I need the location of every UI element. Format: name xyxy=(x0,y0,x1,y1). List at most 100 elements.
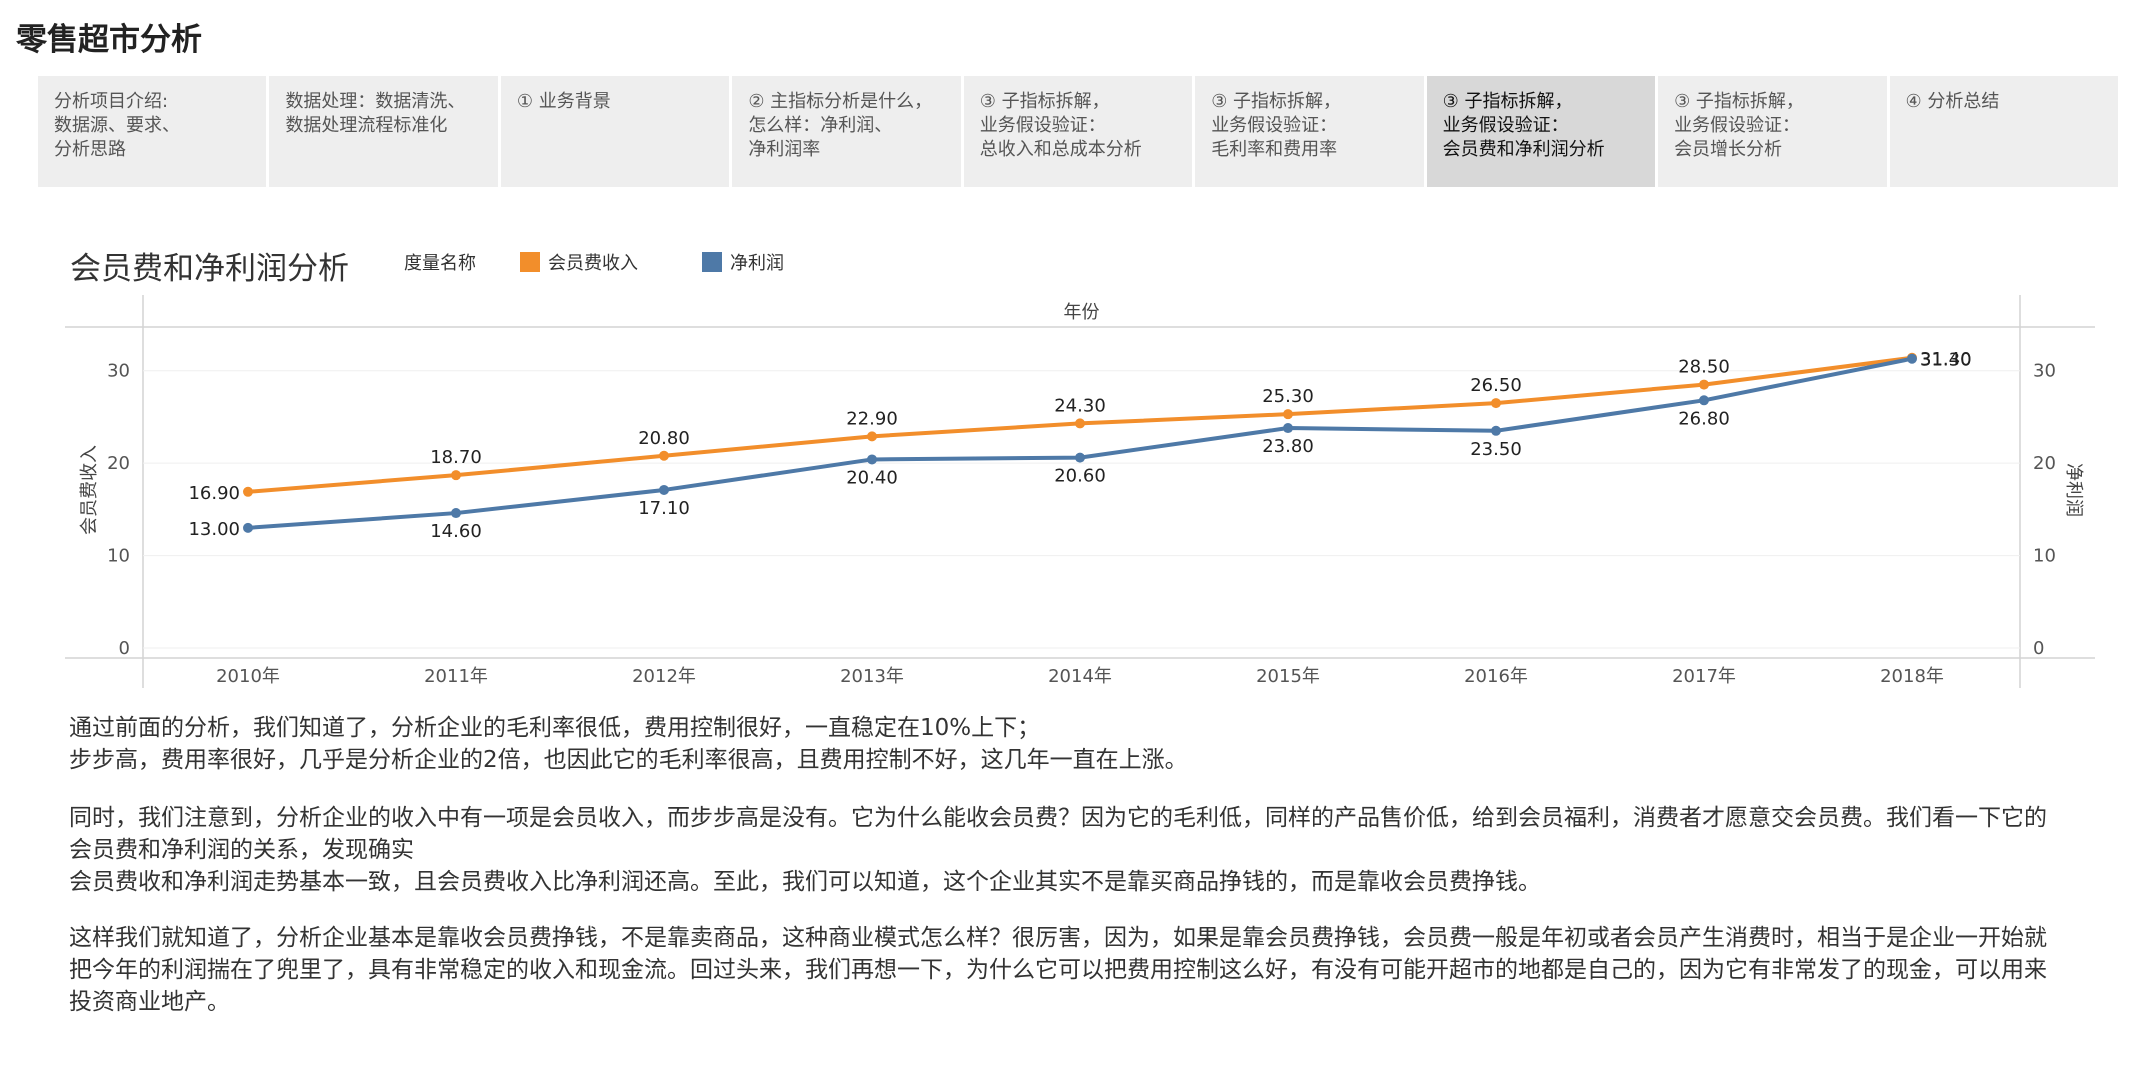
y-left-tick-label: 20 xyxy=(107,453,130,474)
tab-9[interactable]: ④ 分析总结 xyxy=(1889,76,2118,187)
legend-swatch-net-profit xyxy=(702,252,722,272)
legend-swatch-membership-fee xyxy=(520,252,540,272)
tab-label-line: ② 主指标分析是什么， xyxy=(748,91,933,112)
data-label: 13.00 xyxy=(188,519,240,540)
analysis-paragraph-3: 这样我们就知道了，分析企业基本是靠收会员费挣钱，不是靠卖商品，这种商业模式怎么样… xyxy=(69,922,2069,1018)
x-tick-label: 2010年 xyxy=(216,666,280,687)
legend-label-membership-fee: 会员费收入 xyxy=(548,253,638,274)
tab-label-line: 毛利率和费用率 xyxy=(1211,139,1338,160)
series-line-net-profit xyxy=(247,356,1913,530)
data-point xyxy=(243,522,253,533)
x-tick-label: 2013年 xyxy=(840,666,904,687)
data-label: 23.80 xyxy=(1262,436,1314,457)
x-tick-label: 2016年 xyxy=(1464,666,1528,687)
data-point xyxy=(867,431,877,442)
data-point xyxy=(659,450,669,461)
page-title: 零售超市分析 xyxy=(16,22,202,58)
data-point xyxy=(1491,398,1501,409)
tab-label-line: 分析项目介绍: xyxy=(54,91,169,112)
data-point xyxy=(1283,423,1293,434)
tab-5[interactable]: ③ 子指标拆解， 业务假设验证： 总收入和总成本分析 xyxy=(963,76,1193,187)
data-point xyxy=(1907,353,1917,364)
tab-label-line: 净利润率 xyxy=(748,139,821,160)
x-header-label: 年份 xyxy=(1064,302,1100,323)
tab-label-line: 会员增长分析 xyxy=(1674,139,1783,160)
tab-3[interactable]: ① 业务背景 xyxy=(500,76,730,187)
dashboard-tabs: 分析项目介绍: 数据源、要求、 分析思路 数据处理：数据清洗、 数据处理流程标准化 ① 业… xyxy=(38,76,2118,187)
chart-title: 会员费和净利润分析 xyxy=(70,251,349,287)
tab-label-line: 业务假设验证： xyxy=(979,115,1106,136)
data-label: 20.60 xyxy=(1054,466,1106,487)
data-label: 18.70 xyxy=(430,447,482,468)
analysis-line: 这样我们就知道了，分析企业基本是靠收会员费挣钱，不是靠卖商品，这种商业模式怎么样… xyxy=(69,925,2047,1015)
data-point xyxy=(1075,418,1085,429)
analysis-line: 同时，我们注意到，分析企业的收入中有一项是会员收入，而步步高是没有。它为什么能收… xyxy=(69,805,2047,863)
data-label: 25.30 xyxy=(1262,386,1314,407)
tab-label-line: ③ 子指标拆解， xyxy=(979,91,1110,112)
x-tick-label: 2011年 xyxy=(424,666,488,687)
y-left-tick-label: 10 xyxy=(107,546,130,567)
y-right-tick-label: 30 xyxy=(2033,361,2056,382)
analysis-paragraph-1: 通过前面的分析，我们知道了，分析企业的毛利率很低，费用控制很好，一直稳定在10%… xyxy=(69,712,2069,776)
legend-title: 度量名称 xyxy=(404,253,476,274)
data-label: 31.40 xyxy=(1920,349,1972,370)
analysis-line: 会员费收和净利润走势基本一致，且会员费收入比净利润还高。至此，我们可以知道，这个… xyxy=(69,869,1541,895)
data-label: 23.50 xyxy=(1470,439,1522,460)
legend-item-net-profit[interactable]: 净利润 xyxy=(702,249,784,275)
tab-4[interactable]: ② 主指标分析是什么， 怎么样：净利润、 净利润率 xyxy=(732,76,961,187)
data-label: 24.30 xyxy=(1054,395,1106,416)
tab-1[interactable]: 分析项目介绍: 数据源、要求、 分析思路 xyxy=(38,76,267,187)
tab-7[interactable]: ③ 子指标拆解， 业务假设验证： 会员费和净利润分析 xyxy=(1426,76,1656,187)
data-label: 28.50 xyxy=(1678,357,1730,378)
tab-label-line: 业务假设验证： xyxy=(1211,115,1338,136)
data-point xyxy=(451,470,461,481)
data-label: 16.90 xyxy=(188,483,240,504)
data-point xyxy=(1283,409,1293,420)
x-tick-label: 2012年 xyxy=(632,666,696,687)
tab-6[interactable]: ③ 子指标拆解， 业务假设验证： 毛利率和费用率 xyxy=(1195,76,1424,187)
line-chart: 年份 0 0 10 10 20 20 30 30 会员费收入 净利润 2010年 2011年 2012年 2… xyxy=(65,295,2095,688)
data-label: 20.80 xyxy=(638,428,690,449)
tab-label-line: ③ 子指标拆解， xyxy=(1442,91,1573,112)
data-point xyxy=(1699,379,1709,390)
analysis-line: 通过前面的分析，我们知道了，分析企业的毛利率很低，费用控制很好，一直稳定在10%… xyxy=(69,715,1041,741)
data-label: 14.60 xyxy=(430,521,482,542)
tab-label-line: ① 业务背景 xyxy=(516,91,611,112)
data-label: 17.10 xyxy=(638,498,690,519)
y-left-axis-title: 会员费收入 xyxy=(79,445,100,535)
data-label: 31.30 xyxy=(1920,350,1972,371)
tab-8[interactable]: ③ 子指标拆解， 业务假设验证： 会员增长分析 xyxy=(1658,76,1887,187)
y-right-tick-label: 10 xyxy=(2033,546,2056,567)
tab-label-line: 怎么样：净利润、 xyxy=(748,115,893,136)
tab-label-line: 数据源、要求、 xyxy=(54,115,180,136)
tab-label-line: ③ 子指标拆解， xyxy=(1674,91,1804,112)
legend-item-membership-fee[interactable]: 会员费收入 xyxy=(520,249,638,275)
data-point xyxy=(1699,395,1709,406)
y-left-tick-label: 30 xyxy=(107,361,130,382)
y-left-tick-label: 0 xyxy=(119,638,130,659)
tab-label-line: 数据处理：数据清洗、 xyxy=(285,91,466,112)
y-right-tick-label: 0 xyxy=(2033,638,2044,659)
analysis-line: 步步高，费用率很好，几乎是分析企业的2倍，也因此它的毛利率很高，且费用控制不好，… xyxy=(69,747,1188,773)
tab-label-line: 会员费和净利润分析 xyxy=(1442,139,1605,160)
x-tick-label: 2017年 xyxy=(1672,666,1736,687)
tab-2[interactable]: 数据处理：数据清洗、 数据处理流程标准化 xyxy=(269,76,498,187)
tab-label-line: 业务假设验证： xyxy=(1442,115,1569,136)
data-label: 26.80 xyxy=(1678,408,1730,429)
data-point xyxy=(243,486,253,497)
x-tick-label: 2014年 xyxy=(1048,666,1112,687)
data-point xyxy=(451,508,461,519)
tab-label-line: ③ 子指标拆解， xyxy=(1211,91,1342,112)
data-point xyxy=(1075,452,1085,463)
tab-label-line: ④ 分析总结 xyxy=(1905,91,2000,112)
x-tick-label: 2015年 xyxy=(1256,666,1320,687)
data-label: 20.40 xyxy=(846,467,898,488)
analysis-paragraph-2: 同时，我们注意到，分析企业的收入中有一项是会员收入，而步步高是没有。它为什么能收… xyxy=(69,802,2069,898)
tab-label-line: 业务假设验证： xyxy=(1674,115,1801,136)
tab-label-line: 总收入和总成本分析 xyxy=(979,139,1142,160)
y-right-tick-label: 20 xyxy=(2033,453,2056,474)
y-right-axis-title: 净利润 xyxy=(2063,463,2084,517)
legend-label-net-profit: 净利润 xyxy=(730,253,784,274)
data-label: 26.50 xyxy=(1470,375,1522,396)
data-point xyxy=(867,454,877,465)
